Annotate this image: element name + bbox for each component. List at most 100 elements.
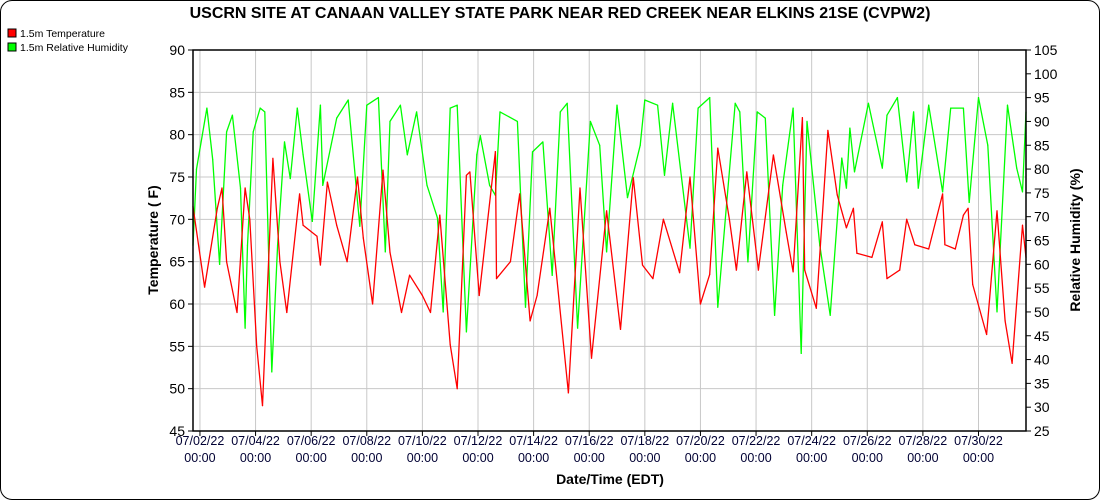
humidity-point [709,97,711,99]
humidity-point [225,131,228,133]
temperature-point [619,328,622,330]
x-tick-time: 00:00 [796,451,827,465]
x-tick-time: 00:00 [907,451,938,465]
x-tick-date: 07/16/22 [565,434,614,448]
humidity-point [913,111,915,113]
temperature-point [326,181,328,183]
temperature-point [362,237,364,239]
temperature-point [509,261,512,263]
temperature-point [1004,320,1006,322]
y-tick-label: 50 [169,381,185,397]
temperature-point [852,207,854,209]
legend-swatch-temperature [7,28,17,38]
y-tick-label: 65 [169,254,185,270]
temperature-point [856,252,858,254]
humidity-point [806,120,808,123]
y2-tick-label: 80 [1034,161,1050,177]
x-tick-date: 07/22/22 [732,434,781,448]
temperature-point [1021,224,1024,226]
humidity-point [773,314,776,316]
humidity-point [792,107,794,109]
humidity-point [289,177,291,180]
humidity-point [764,117,766,119]
temperature-point [906,218,908,220]
temperature-point [757,269,759,271]
temperature-point [382,169,384,171]
humidity-point [499,111,501,113]
humidity-point [1006,104,1009,106]
humidity-point [717,306,719,308]
y2-tick-label: 35 [1034,375,1050,391]
temperature-point [256,345,258,347]
humidity-point [252,131,254,133]
y2-tick-label: 100 [1034,66,1058,82]
temperature-point [772,154,775,156]
temperature-point [986,333,988,336]
humidity-point [244,327,246,329]
x-tick-date: 07/30/22 [954,434,1003,448]
humidity-point [406,154,408,156]
humidity-point [1016,167,1018,169]
y-tick-label: 80 [169,127,185,143]
humidity-point [206,107,208,109]
temperature-point [456,388,458,390]
humidity-point [917,187,919,189]
x-tick-date: 07/28/22 [899,434,948,448]
temperature-point [845,227,848,229]
plot-area [192,96,1027,407]
humidity-point [950,107,952,109]
humidity-point [782,184,784,186]
x-axis-label: Date/Time (EDT) [556,471,664,487]
y-tick-label: 70 [169,211,185,227]
temperature-point [606,210,608,212]
humidity-point [283,141,286,143]
x-tick-time: 00:00 [462,451,493,465]
temperature-point [728,218,731,220]
humidity-point [259,107,261,109]
temperature-point [652,278,654,280]
humidity-point [829,314,831,316]
temperature-point [494,151,496,153]
temperature-point [735,269,737,271]
legend: 1.5m Temperature 1.5m Relative Humidity [7,28,129,54]
x-tick-date: 07/20/22 [676,434,725,448]
humidity-point [347,99,349,101]
temperature-point [216,207,218,209]
temperature-point [709,273,711,275]
temperature-point [519,193,521,195]
axes: 45 50 55 60 65 70 75 80 85 90 25 30 35 40 45 50 55 60 65 70… [169,42,1057,465]
x-tick-time: 00:00 [685,451,716,465]
humidity-point [436,217,439,219]
x-tick-date: 07/02/22 [176,434,225,448]
humidity-point [739,111,741,113]
x-tick-time: 00:00 [351,451,382,465]
temperature-point [279,261,281,263]
humidity-point [800,352,802,354]
temperature-point [1011,362,1013,364]
humidity-point [672,102,674,104]
temperature-point [465,174,468,176]
y2-tick-label: 70 [1034,209,1050,225]
humidity-point [416,111,418,113]
humidity-point [479,135,481,137]
y2-tick-label: 95 [1034,90,1050,106]
humidity-point [896,97,899,99]
temperature-point [244,187,246,189]
humidity-point [606,251,608,253]
x-tick-date: 07/14/22 [509,434,558,448]
temperature-point [678,272,681,274]
humidity-point [219,263,221,265]
humidity-point [867,102,870,104]
y2-tick-label: 75 [1034,185,1050,201]
temperature-point [400,311,403,314]
y-tick-label: 90 [169,42,185,58]
temperature-point [236,311,238,314]
temperature-point [316,235,318,237]
legend-label-humidity: 1.5m Relative Humidity [20,42,129,54]
humidity-point [551,274,553,276]
temperature-point [962,214,965,216]
temperature-point [967,207,969,209]
humidity-point [322,184,324,186]
humidity-point [639,144,641,146]
